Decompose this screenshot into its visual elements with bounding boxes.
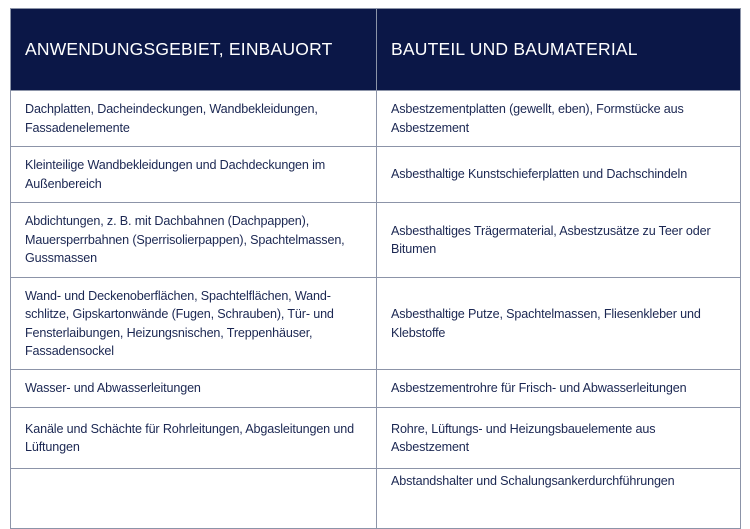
cell-application: Kanäle und Schächte für Rohrleitungen, A… (10, 407, 377, 469)
cell-material: Rohre, Lüftungs- und Heizungsbauelemente… (376, 407, 741, 469)
cell-application: Dachplatten, Dacheindeckungen, Wandbekle… (10, 90, 377, 147)
table-row: Wand- und Deckenoberflächen, Spachtelflä… (10, 277, 741, 370)
header-component-material: BAUTEIL UND BAUMATERIAL (376, 8, 741, 91)
table-row: Wasser- und Abwasserleitungen Asbestzeme… (10, 369, 741, 408)
cell-application (10, 468, 377, 529)
cell-material: Asbesthaltige Kunstschieferplatten und D… (376, 146, 741, 203)
cell-application: Wasser- und Abwasserleitungen (10, 369, 377, 408)
table-row: Abdichtungen, z. B. mit Dachbahnen (Dach… (10, 202, 741, 278)
table-header-row: ANWENDUNGSGEBIET, EINBAUORT BAUTEIL UND … (10, 8, 741, 91)
asbestos-table: ANWENDUNGSGEBIET, EINBAUORT BAUTEIL UND … (10, 8, 741, 529)
cell-material: Asbestzementplatten (gewellt, eben), For… (376, 90, 741, 147)
header-application-area: ANWENDUNGSGEBIET, EINBAUORT (10, 8, 377, 91)
table-row: Abstandshalter und Schalungsankerdurchfü… (10, 468, 741, 529)
cell-material: Asbesthaltiges Trägermaterial, Asbestzus… (376, 202, 741, 278)
cell-material: Abstandshalter und Schalungsankerdurchfü… (376, 468, 741, 529)
table-row: Kanäle und Schächte für Rohrleitungen, A… (10, 407, 741, 469)
cell-application: Kleinteilige Wandbekleidungen und Dachde… (10, 146, 377, 203)
cell-material: Asbestzementrohre für Frisch- und Abwass… (376, 369, 741, 408)
cell-material: Asbesthaltige Putze, Spachtelmassen, Fli… (376, 277, 741, 370)
cell-application: Wand- und Deckenoberflächen, Spachtelflä… (10, 277, 377, 370)
table-row: Dachplatten, Dacheindeckungen, Wandbekle… (10, 90, 741, 147)
cell-application: Abdichtungen, z. B. mit Dachbahnen (Dach… (10, 202, 377, 278)
table-row: Kleinteilige Wandbekleidungen und Dachde… (10, 146, 741, 203)
